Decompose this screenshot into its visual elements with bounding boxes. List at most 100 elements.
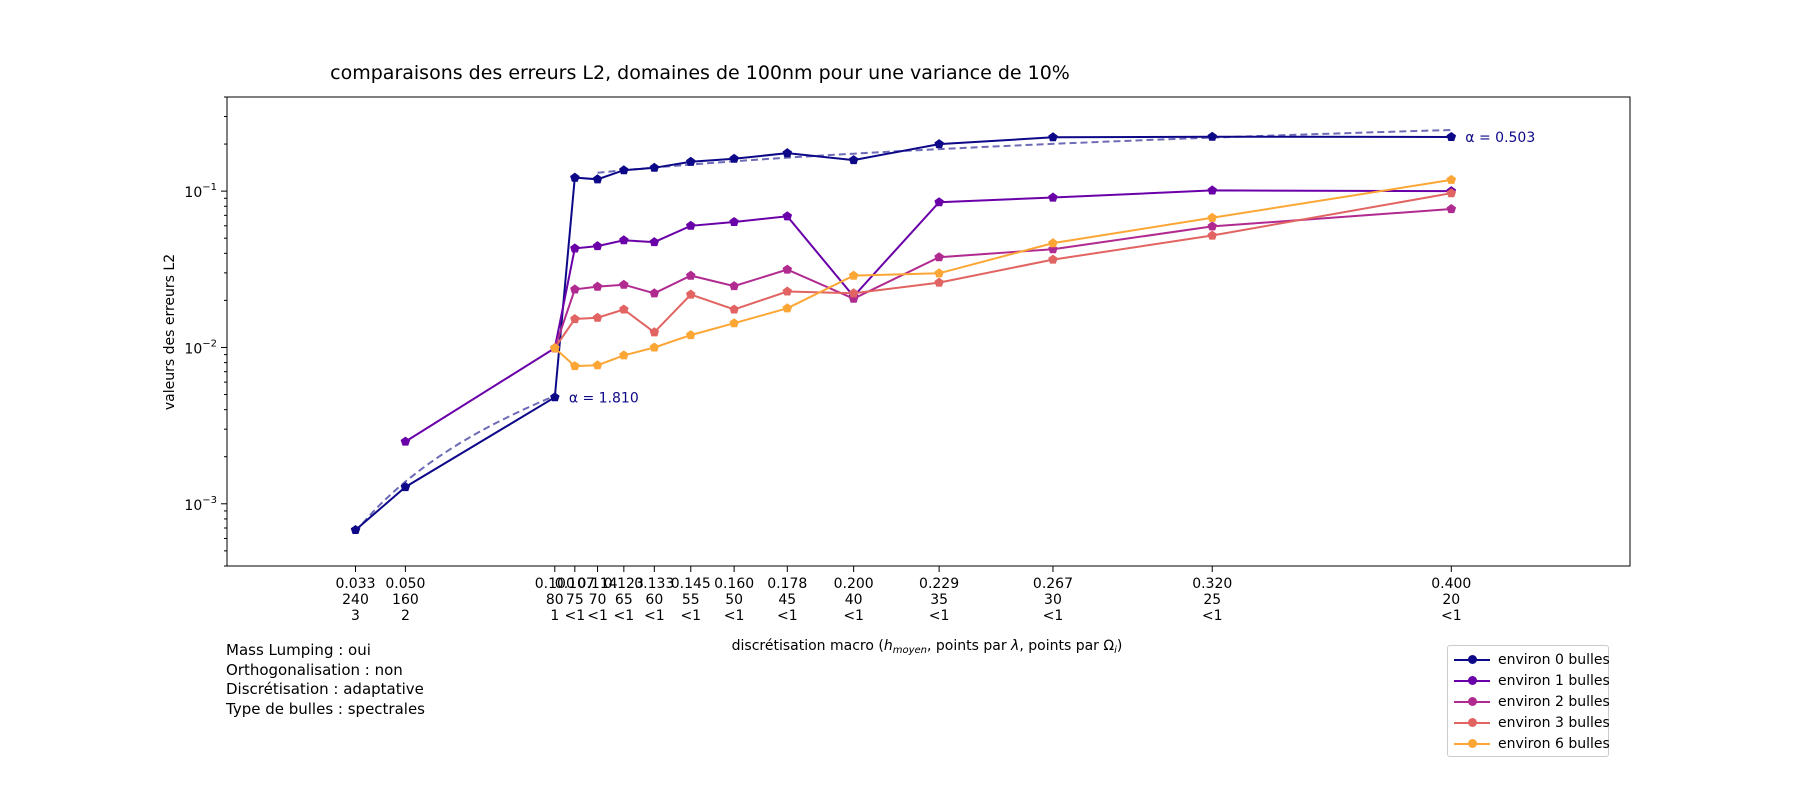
data-point [649,162,660,172]
data-point [848,155,859,165]
data-point [934,277,944,287]
data-point [649,342,660,352]
data-point [729,217,739,226]
note-mass-lumping: Mass Lumping : oui [226,641,371,659]
legend-item-4: environ 6 bulles [1448,733,1610,754]
data-point [782,211,793,221]
legend-label: environ 3 bulles [1498,714,1610,731]
x-tick-label: 0.267 30 <1 [1033,576,1073,624]
data-point [686,220,696,230]
legend-item-3: environ 3 bulles [1448,712,1610,733]
data-point [592,360,603,370]
chart-title: comparaisons des erreurs L2, domaines de… [330,62,1070,84]
data-point [729,153,739,163]
simulation-notes: Mass Lumping : oui Orthogonalisation : n… [226,641,425,719]
x-tick-label: 0.178 45 <1 [767,576,807,624]
data-point [649,327,660,337]
data-point [782,264,793,274]
data-point [592,241,603,251]
legend-swatch [1454,649,1490,670]
y-tick-label: 10−1 [184,182,217,201]
series [550,204,1457,353]
data-point [550,392,560,402]
series [550,174,1457,371]
data-point [550,343,560,353]
series [350,131,1457,534]
y-tick-label: 10−3 [184,495,217,514]
data-point [400,482,411,492]
data-point [619,279,629,289]
legend-label: environ 2 bulles [1498,693,1610,710]
plot-area [226,96,1631,567]
legend-label: environ 0 bulles [1498,651,1610,668]
x-axis-label: discrétisation macro (hmoyen, points par… [732,638,1123,656]
fit-label: α = 1.810 [569,390,639,406]
data-point [592,312,603,322]
data-point [848,270,859,280]
fit-line [354,394,556,533]
x-tick-label: 0.160 50 <1 [714,576,754,624]
data-point [350,525,361,534]
data-point [649,237,660,247]
data-point [686,330,696,340]
data-point [1048,132,1058,142]
data-point [729,281,739,291]
legend-swatch [1454,691,1490,712]
legend-item-2: environ 2 bulles [1448,691,1610,712]
x-tick-label: 0.133 60 <1 [634,576,674,624]
data-point [782,303,793,313]
data-point [619,304,629,314]
x-tick-label: 0.320 25 <1 [1192,576,1232,624]
legend-item-1: environ 1 bulles [1448,670,1610,691]
data-point [1048,254,1058,264]
data-point [570,284,580,294]
x-tick-label: 0.114 70 <1 [578,576,618,624]
data-point [782,286,793,296]
data-point [729,318,739,328]
data-point [592,281,603,291]
x-axis-ticks: 0.033 240 30.050 160 2 0.100 80 10.107 75 <10.114… [335,566,1471,624]
data-point [848,288,859,298]
x-tick-label: 0.107 75 <1 [555,576,595,624]
data-point [934,252,944,262]
legend-swatch [1454,670,1490,691]
data-point [1446,174,1457,184]
data-point [729,304,739,314]
note-discretisation: Discrétisation : adaptative [226,680,424,698]
data-point [619,350,629,360]
data-point [1446,188,1457,198]
data-point [686,270,696,280]
note-orthogonalisation: Orthogonalisation : non [226,660,403,679]
x-tick-label: 0.400 20 <1 [1431,576,1471,624]
data-point [1048,238,1058,248]
data-point [570,172,580,182]
data-point [1446,132,1457,141]
data-point [570,361,580,371]
data-point [619,235,629,245]
data-point [1048,192,1058,202]
data-point [619,165,629,175]
y-axis-label: valeurs des erreurs L2 [162,254,178,410]
data-point [934,139,944,149]
data-point [570,314,580,324]
fit-label: α = 0.503 [1465,130,1535,146]
data-point [1207,212,1217,222]
note-bubble-type: Type de bulles : spectrales [226,699,425,718]
data-point [1207,221,1217,231]
series-lines [350,131,1457,534]
x-tick-label: 0.229 35 <1 [919,576,959,624]
legend-swatch [1454,712,1490,733]
y-axis-ticks: 10−1 10−2 10−3 [184,96,227,567]
x-tick-label: 0.145 55 <1 [671,576,711,624]
data-point [934,268,944,278]
legend-swatch [1454,733,1490,754]
data-point [1207,185,1217,195]
fit-lines: α = 1.810 α = 0.503 [354,129,1535,533]
legend: environ 0 bulles environ 1 bulles enviro… [1447,645,1610,757]
data-point [400,436,411,446]
data-point [1446,204,1457,214]
data-point [686,156,696,166]
data-point [1207,131,1217,141]
data-point [570,243,580,253]
